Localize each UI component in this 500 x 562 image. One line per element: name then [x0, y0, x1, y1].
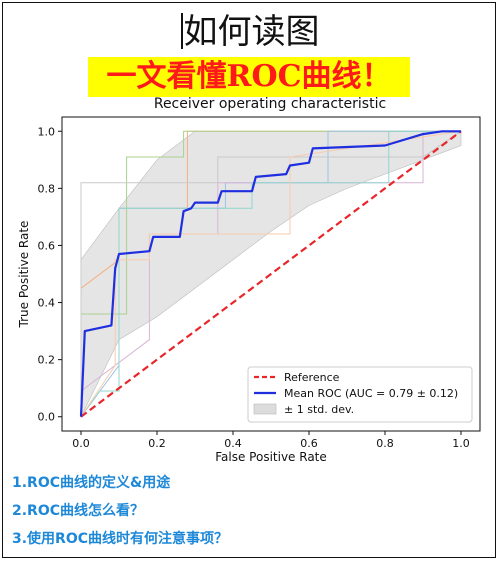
- page-frame: [2, 2, 496, 558]
- legend: Reference Mean ROC (AUC = 0.79 ± 0.12) ±…: [247, 366, 473, 423]
- y-tick-label-1: 0.2: [38, 354, 56, 367]
- mean-roc-line: [79, 130, 461, 417]
- legend-swatch-std-band: [253, 403, 277, 415]
- legend-label-std-band: ± 1 std. dev.: [284, 403, 354, 416]
- toc-item-3[interactable]: 3.使用ROC曲线时有何注意事项？: [12, 531, 229, 547]
- x-tick-label-1: 0.2: [148, 437, 166, 450]
- x-axis-label: False Positive Rate: [215, 450, 327, 464]
- x-tick-label-5: 1.0: [452, 437, 470, 450]
- fold-roc-line-2: [80, 130, 461, 417]
- reference-line: [80, 130, 462, 418]
- banner: 一文看懂ROC曲线！: [88, 57, 410, 97]
- banner-text: 一文看懂ROC曲线！: [106, 59, 392, 94]
- legend-label-mean-roc: Mean ROC (AUC = 0.79 ± 0.12): [284, 387, 458, 400]
- y-tick-label-5: 1.0: [38, 125, 56, 138]
- toc-item-1[interactable]: 1.ROC曲线的定义&用途: [12, 475, 171, 491]
- toc-item-2[interactable]: 2.ROC曲线怎么看？: [12, 503, 145, 519]
- fold-roc-line-7: [80, 130, 462, 417]
- legend-label-reference: Reference: [284, 371, 340, 384]
- headline: 如何读图: [0, 10, 500, 54]
- y-axis-label: True Positive Rate: [17, 221, 31, 329]
- headline-text: 如何读图: [183, 12, 320, 52]
- plot-area: [61, 116, 481, 432]
- chart-title: Receiver operating characteristic: [153, 96, 387, 112]
- fold-roc-line-6: [80, 130, 461, 417]
- x-tick-label-2: 0.4: [224, 437, 242, 450]
- text-cursor: [180, 13, 183, 49]
- x-tick-label-4: 0.8: [376, 437, 394, 450]
- y-tick-label-4: 0.8: [38, 182, 56, 195]
- y-tick-label-3: 0.6: [38, 239, 56, 252]
- legend-box: [247, 366, 473, 423]
- x-tick-label-3: 0.6: [300, 437, 318, 450]
- x-tick-label-0: 0.0: [72, 437, 90, 450]
- fold-roc-line-5: [80, 130, 462, 417]
- y-tick-label-0: 0.0: [38, 411, 56, 424]
- y-tick-label-2: 0.4: [38, 297, 56, 310]
